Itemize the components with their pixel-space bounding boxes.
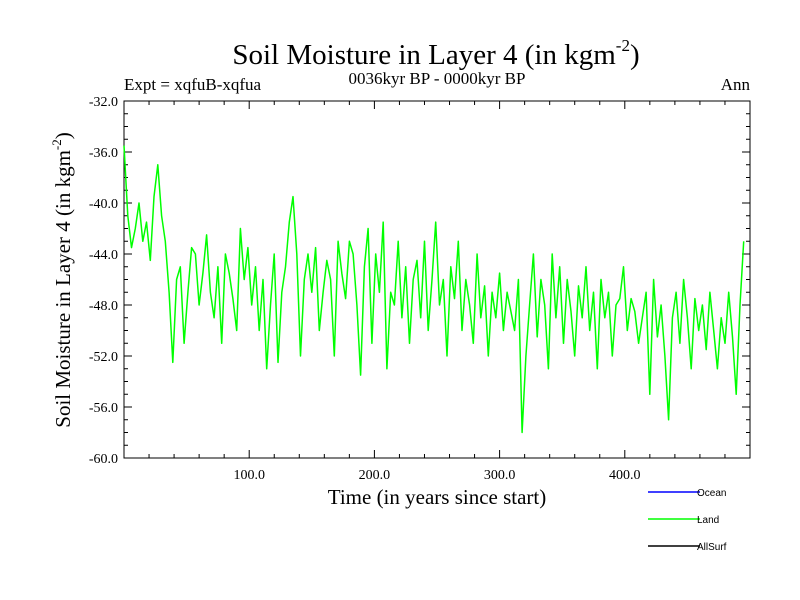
x-axis-label: Time (in years since start) xyxy=(328,485,547,509)
legend-label-land: Land xyxy=(697,515,719,526)
y-tick-label: -32.0 xyxy=(89,95,118,110)
y-tick-labels: -32.0 -36.0 -40.0 -44.0 -48.0 -52.0 -56.0 -60.0 xyxy=(89,95,118,467)
y-tick-label: -40.0 xyxy=(89,197,118,212)
y-tick-label: -56.0 xyxy=(89,401,118,416)
x-tick-label: 400.0 xyxy=(609,468,641,483)
x-tick-labels: 100.0 200.0 300.0 400.0 xyxy=(233,468,640,483)
y-tick-label: -44.0 xyxy=(89,248,118,263)
y-axis-label-close: ) xyxy=(51,132,75,139)
period-label: 0036kyr BP - 0000kyr BP xyxy=(349,69,526,88)
y-tick-label: -60.0 xyxy=(89,452,118,467)
y-tick-label: -36.0 xyxy=(89,146,118,161)
y-tick-label: -52.0 xyxy=(89,350,118,365)
x-tick-label: 200.0 xyxy=(359,468,391,483)
chart-title-main: Soil Moisture in Layer 4 (in kgm xyxy=(232,39,616,71)
x-tick-label: 300.0 xyxy=(484,468,516,483)
y-tick-label: -48.0 xyxy=(89,299,118,314)
season-label: Ann xyxy=(721,75,751,94)
chart-title: Soil Moisture in Layer 4 (in kgm-2) xyxy=(232,36,639,71)
series-line-land xyxy=(123,145,745,434)
y-axis-label: Soil Moisture in Layer 4 (in kgm-2) xyxy=(49,132,75,427)
legend-label-ocean: Ocean xyxy=(697,488,726,499)
chart-title-superscript: -2 xyxy=(616,36,630,55)
experiment-label: Expt = xqfuB-xqfua xyxy=(124,75,262,94)
x-tick-label: 100.0 xyxy=(233,468,265,483)
series-group xyxy=(123,145,745,434)
y-axis-label-superscript: -2 xyxy=(49,139,64,150)
axis-ticks xyxy=(124,100,750,459)
y-axis-label-main: Soil Moisture in Layer 4 (in kgm xyxy=(51,150,75,428)
legend: Ocean Land AllSurf xyxy=(648,488,727,553)
legend-label-allsurf: AllSurf xyxy=(697,542,727,553)
chart-title-close: ) xyxy=(630,39,640,71)
